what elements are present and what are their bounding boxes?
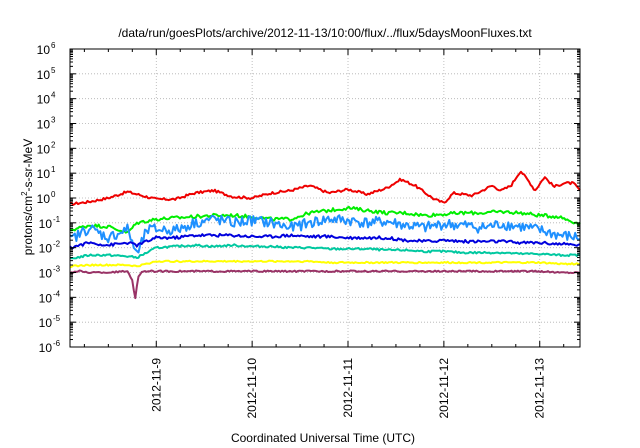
y-tick-label: 10: [37, 192, 51, 206]
x-tick-label: 2012-11-13: [533, 358, 547, 419]
y-tick-exponent: 4: [51, 91, 56, 100]
x-axis-label: Coordinated Universal Time (UTC): [231, 431, 415, 445]
y-tick-label: 10: [39, 242, 53, 256]
series-line-4: [69, 232, 581, 250]
y-tick-label: 10: [37, 68, 51, 82]
y-tick-exponent: 0: [51, 190, 56, 199]
y-tick-base: 10: [37, 43, 51, 57]
chart-title: /data/run/goesPlots/archive/2012-11-13/1…: [118, 26, 532, 40]
y-tick-base: 10: [37, 93, 51, 107]
series-line-5: [69, 243, 581, 260]
y-tick-base: 10: [39, 341, 53, 355]
y-axis-label: protons/cm2-s-sr-MeV: [20, 139, 35, 255]
y-tick-exponent: 6: [51, 41, 56, 50]
y-tick-label: 10: [39, 291, 53, 305]
y-ticks: 10 -610 -510 -410 -310 -210 -110 010 110 210 310 41…: [37, 41, 580, 355]
y-tick-base: 10: [39, 316, 53, 330]
y-tick-base: 10: [37, 167, 51, 181]
series-line-2: [69, 205, 581, 234]
grid: [70, 49, 580, 347]
y-tick-label: 10: [37, 142, 51, 156]
y-tick-exponent: -5: [53, 314, 61, 323]
series-group: [69, 170, 581, 300]
y-tick-exponent: -3: [53, 265, 61, 274]
y-tick-exponent: 3: [51, 116, 56, 125]
y-tick-exponent: -2: [53, 240, 61, 249]
y-tick-base: 10: [37, 192, 51, 206]
y-tick-base: 10: [37, 68, 51, 82]
y-tick-base: 10: [39, 267, 53, 281]
series-line-7: [69, 269, 581, 300]
series-line-1: [69, 170, 581, 206]
y-tick-exponent: 5: [51, 66, 56, 75]
y-tick-label: 10: [39, 217, 53, 231]
y-tick-label: 10: [37, 93, 51, 107]
y-tick-base: 10: [37, 118, 51, 132]
x-tick-label: 2012-11-9: [149, 358, 163, 412]
y-tick-label: 10: [39, 341, 53, 355]
y-tick-base: 10: [37, 142, 51, 156]
y-tick-base: 10: [39, 291, 53, 305]
x-ticks: 2012-11-9 2012-11-10 2012-11-11 2012-11-12 2…: [83, 49, 565, 419]
y-tick-label: 10: [37, 167, 51, 181]
y-tick-exponent: 1: [51, 165, 56, 174]
y-tick-label: 10: [37, 43, 51, 57]
series-line-3: [69, 214, 581, 254]
x-tick-label: 2012-11-10: [245, 358, 259, 419]
y-tick-base: 10: [39, 217, 53, 231]
y-tick-exponent: 2: [51, 140, 56, 149]
y-tick-label: 10: [39, 316, 53, 330]
series-line-6: [69, 259, 581, 268]
x-tick-label: 2012-11-11: [341, 358, 355, 418]
x-tick-label: 2012-11-12: [437, 358, 451, 419]
y-tick-label: 10: [37, 118, 51, 132]
y-tick-base: 10: [39, 242, 53, 256]
y-tick-label: 10: [39, 267, 53, 281]
y-tick-exponent: -6: [53, 339, 61, 348]
y-tick-exponent: -4: [53, 289, 61, 298]
y-tick-exponent: -1: [53, 215, 61, 224]
